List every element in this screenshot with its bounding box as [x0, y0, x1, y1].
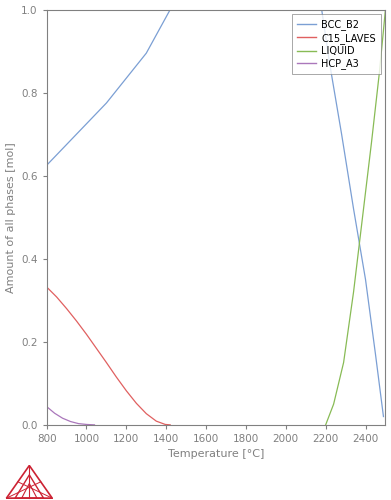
X-axis label: Temperature [°C]: Temperature [°C]	[168, 450, 264, 460]
Y-axis label: Amount of all phases [mol]: Amount of all phases [mol]	[5, 142, 16, 292]
Legend: BCC_B2, C15_LAVES, LIQUID, HCP_A3: BCC_B2, C15_LAVES, LIQUID, HCP_A3	[292, 14, 380, 74]
